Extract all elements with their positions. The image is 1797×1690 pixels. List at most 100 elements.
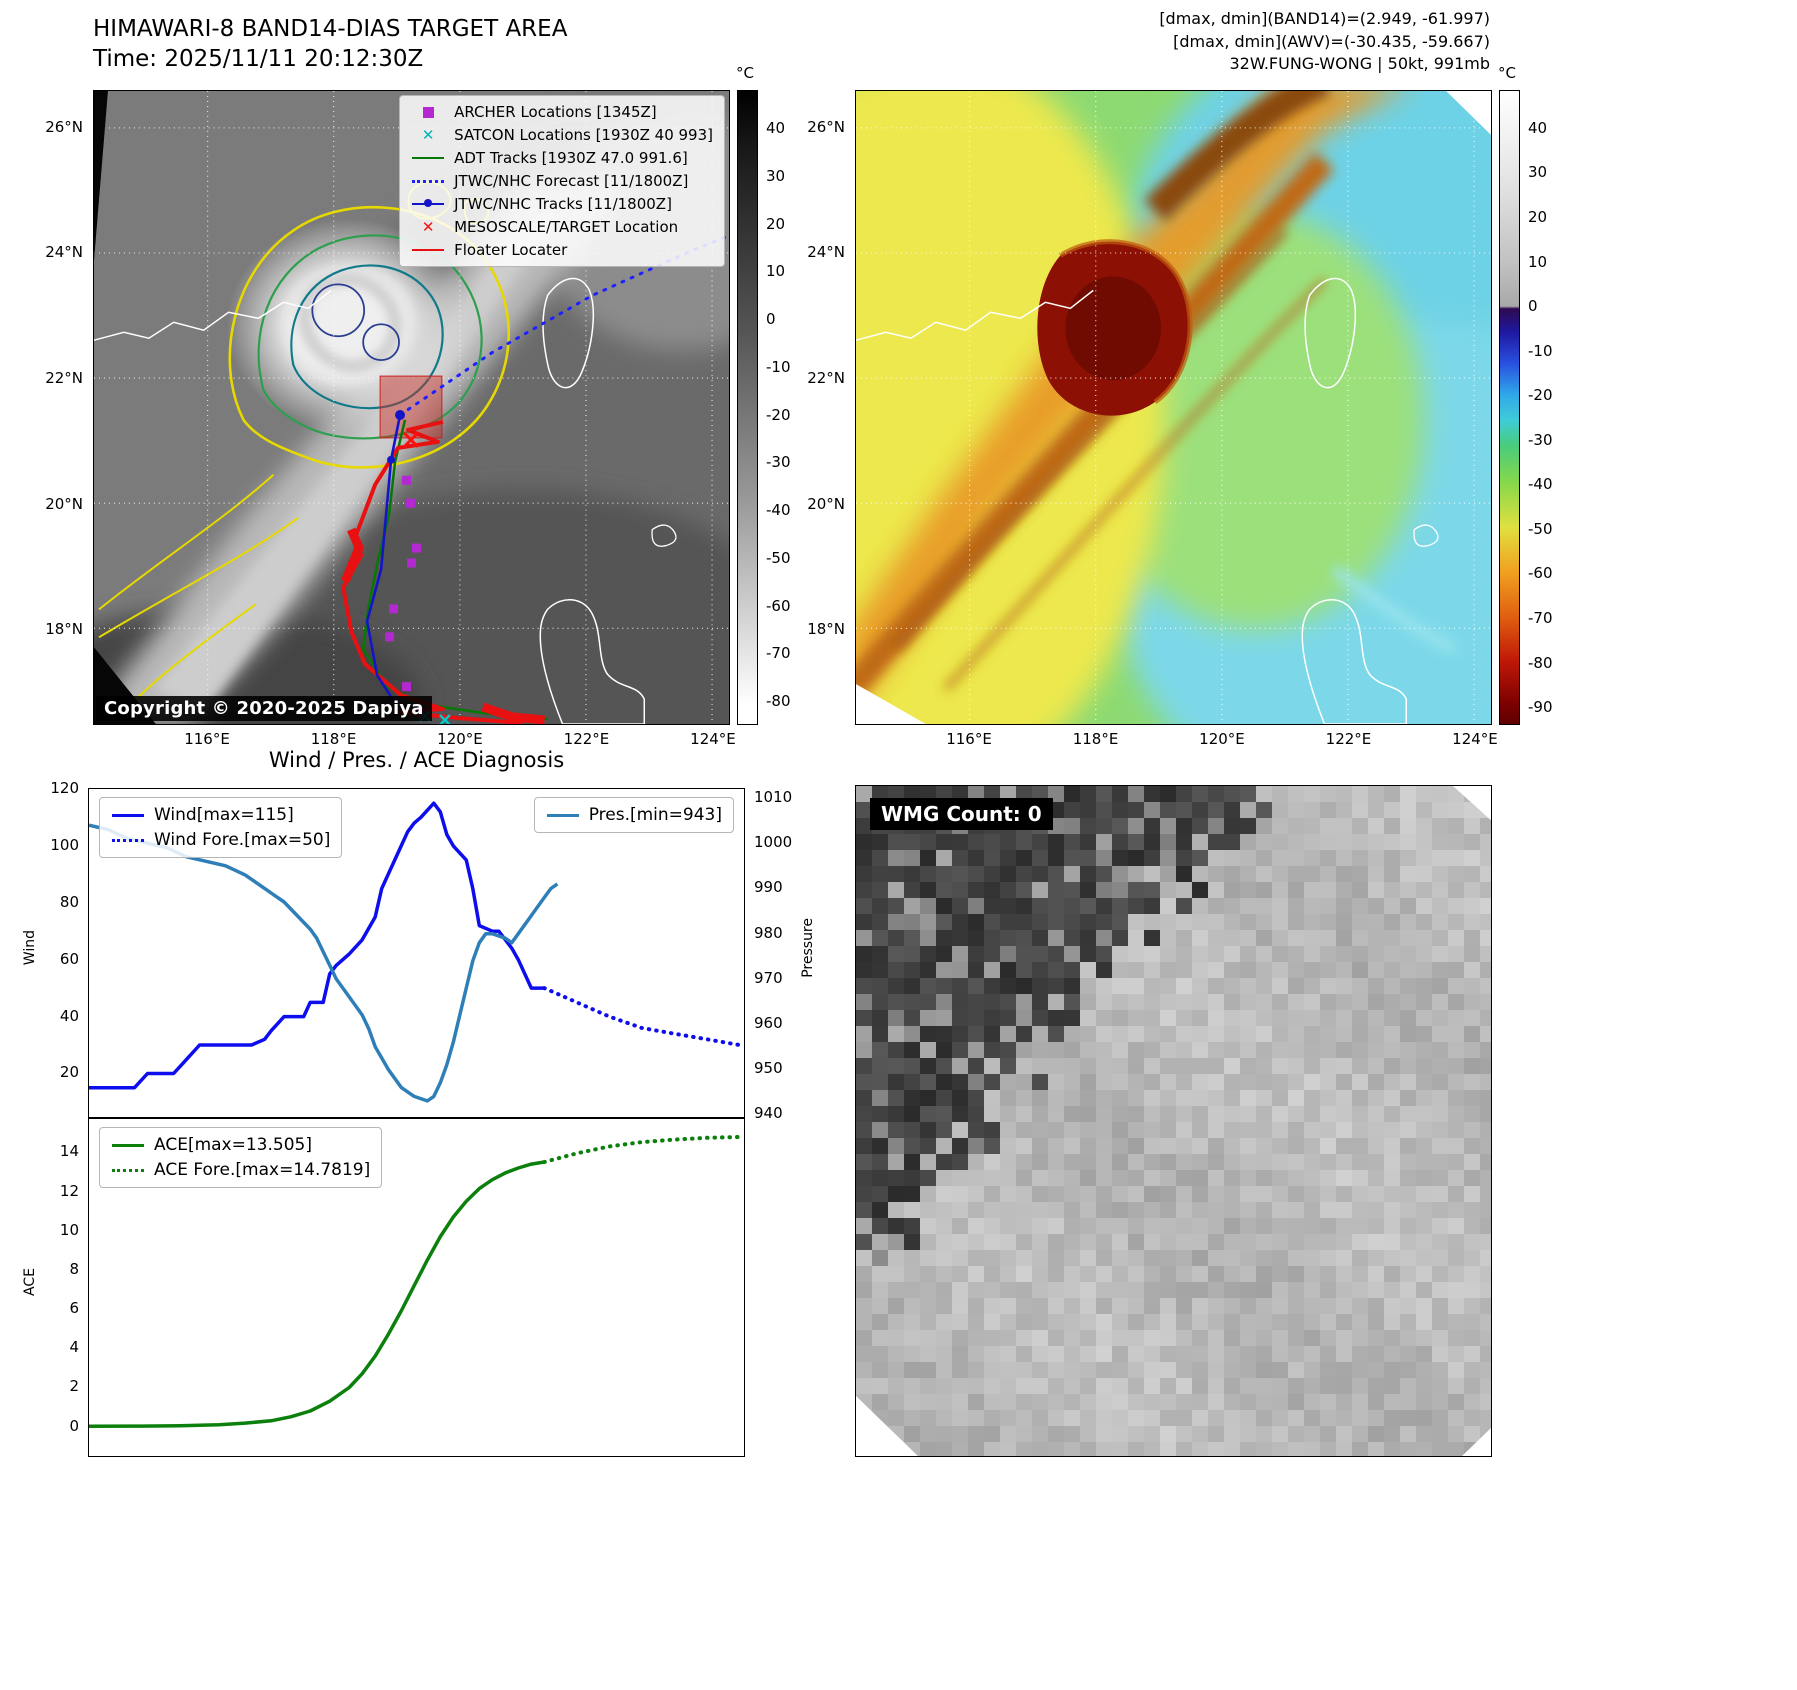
band14-title: HIMAWARI-8 BAND14-DIAS TARGET AREA: [93, 16, 568, 42]
adt-line-icon: [411, 157, 445, 159]
y-tick-label: 18°N: [45, 619, 83, 638]
y-tick-label: 30: [1528, 163, 1548, 182]
band14-legend: ARCHER Locations [1345Z] ✕ SATCON Locati…: [399, 95, 725, 267]
y-tick-label: 14: [59, 1142, 79, 1161]
wmg-count-badge: WMG Count: 0: [870, 798, 1053, 830]
legend-item-archer: ARCHER Locations [1345Z]: [411, 103, 713, 121]
x-tick-label: 122°E: [1325, 730, 1372, 748]
y-tick-label: -50: [766, 548, 791, 567]
y-tick-label: -10: [766, 357, 791, 376]
x-tick-label: 124°E: [1452, 730, 1498, 748]
y-tick-label: 6: [69, 1299, 79, 1318]
y-tick-label: 20°N: [45, 494, 83, 513]
legend-item-wind-forecast: Wind Fore.[max=50]: [111, 830, 330, 850]
y-tick-label: 22°N: [45, 368, 83, 387]
y-tick-label: -10: [1528, 341, 1553, 360]
legend-item-jtwc-forecast: JTWC/NHC Forecast [11/1800Z]: [411, 172, 713, 190]
wind-legend: Wind[max=115] Wind Fore.[max=50]: [99, 797, 343, 858]
y-tick-label: 970: [754, 968, 783, 987]
wind-pressure-chart: Wind[max=115] Wind Fore.[max=50] Pres.[m…: [88, 788, 745, 1118]
y-tick-label: 8: [69, 1259, 79, 1278]
y-tick-label: 950: [754, 1059, 783, 1078]
legend-label: Wind[max=115]: [154, 805, 294, 825]
band14-lat-axis: 26°N 24°N 22°N 20°N 18°N: [36, 90, 88, 725]
y-tick-label: 24°N: [807, 243, 845, 262]
wmg-image: [856, 786, 1491, 1456]
legend-label: ADT Tracks [1930Z 47.0 991.6]: [454, 149, 688, 167]
legend-item-wind: Wind[max=115]: [111, 805, 330, 825]
y-tick-label: -80: [1528, 653, 1553, 672]
pressure-axis-label: Pressure: [800, 918, 816, 978]
y-tick-label: 60: [59, 949, 79, 968]
y-tick-label: -50: [1528, 519, 1553, 538]
band14-colorbar: [737, 90, 758, 725]
wind-axis: 120 100 80 60 40 20: [38, 779, 84, 1118]
awv-lat-axis: 26°N 24°N 22°N 20°N 18°N: [798, 90, 850, 725]
ace-chart: ACE[max=13.505] ACE Fore.[max=14.7819]: [88, 1118, 745, 1457]
y-tick-label: 0: [69, 1416, 79, 1435]
x-tick-label: 116°E: [946, 730, 992, 748]
pressure-legend: Pres.[min=943]: [533, 797, 734, 833]
ace-line-icon: [111, 1143, 145, 1147]
legend-item-ace: ACE[max=13.505]: [111, 1135, 370, 1155]
legend-item-floater: Floater Locater: [411, 241, 713, 259]
y-tick-label: 20: [59, 1063, 79, 1082]
awv-satellite-image: [856, 91, 1491, 724]
awv-map: [855, 90, 1492, 725]
legend-label: Pres.[min=943]: [588, 805, 722, 825]
y-tick-label: -40: [766, 501, 791, 520]
y-tick-label: -20: [1528, 386, 1553, 405]
y-tick-label: 990: [754, 878, 783, 897]
y-tick-label: 26°N: [45, 118, 83, 137]
y-tick-label: 940: [754, 1104, 783, 1123]
wind-line-icon: [111, 813, 145, 817]
wind-axis-label: Wind: [22, 930, 38, 966]
y-tick-label: 1010: [754, 788, 793, 807]
storm-id-intensity: 32W.FUNG-WONG | 50kt, 991mb: [1229, 54, 1490, 74]
y-tick-label: 40: [766, 119, 786, 138]
y-tick-label: 20: [1528, 208, 1548, 226]
x-tick-label: 120°E: [437, 730, 483, 748]
band14-lon-axis: 116°E 118°E 120°E 122°E 124°E: [93, 730, 736, 752]
ace-axis: 14 12 10 8 6 4 2 0: [50, 1118, 84, 1457]
y-tick-label: -40: [1528, 475, 1553, 494]
mesoscale-x-icon: ✕: [421, 217, 435, 236]
y-tick-label: 18°N: [807, 619, 845, 638]
y-tick-label: 22°N: [807, 368, 845, 387]
awv-lon-axis: 116°E 118°E 120°E 122°E 124°E: [855, 730, 1498, 752]
legend-item-jtwc-tracks: JTWC/NHC Tracks [11/1800Z]: [411, 195, 713, 213]
pressure-line-icon: [546, 813, 580, 817]
legend-label: SATCON Locations [1930Z 40 993]: [454, 126, 713, 144]
band14-map: ARCHER Locations [1345Z] ✕ SATCON Locati…: [93, 90, 730, 725]
y-tick-label: 960: [754, 1014, 783, 1033]
legend-label: ACE Fore.[max=14.7819]: [154, 1160, 371, 1180]
y-tick-label: 4: [69, 1338, 79, 1357]
y-tick-label: 100: [50, 835, 79, 854]
legend-item-adt: ADT Tracks [1930Z 47.0 991.6]: [411, 149, 713, 167]
legend-label: MESOSCALE/TARGET Location: [454, 218, 679, 236]
legend-item-mesoscale: ✕ MESOSCALE/TARGET Location: [411, 218, 713, 236]
y-tick-label: 10: [1528, 252, 1548, 271]
ace-forecast-dotted-icon: [111, 1168, 145, 1172]
y-tick-label: 2: [69, 1377, 79, 1396]
y-tick-label: 26°N: [807, 118, 845, 137]
y-tick-label: 40: [1528, 118, 1548, 137]
y-tick-label: 12: [59, 1181, 79, 1200]
y-tick-label: 10: [766, 262, 786, 281]
y-tick-label: 80: [59, 892, 79, 911]
forecast-dotted-line-icon: [411, 179, 445, 183]
pressure-axis: 1010 1000 990 980 970 960 950 940: [751, 788, 799, 1122]
y-tick-label: -60: [766, 596, 791, 615]
legend-label: Wind Fore.[max=50]: [154, 830, 331, 850]
y-tick-label: -30: [1528, 430, 1553, 449]
x-tick-label: 118°E: [310, 730, 357, 748]
x-tick-label: 116°E: [184, 730, 230, 748]
y-tick-label: 1000: [754, 833, 793, 852]
ace-legend: ACE[max=13.505] ACE Fore.[max=14.7819]: [99, 1127, 383, 1188]
band14-colorbar-unit: °C: [736, 64, 754, 82]
y-tick-label: 980: [754, 923, 783, 942]
diagnosis-title: Wind / Pres. / ACE Diagnosis: [268, 748, 565, 772]
copyright-label: Copyright © 2020-2025 Dapiya: [96, 696, 432, 721]
ace-canvas: [89, 1135, 742, 1429]
